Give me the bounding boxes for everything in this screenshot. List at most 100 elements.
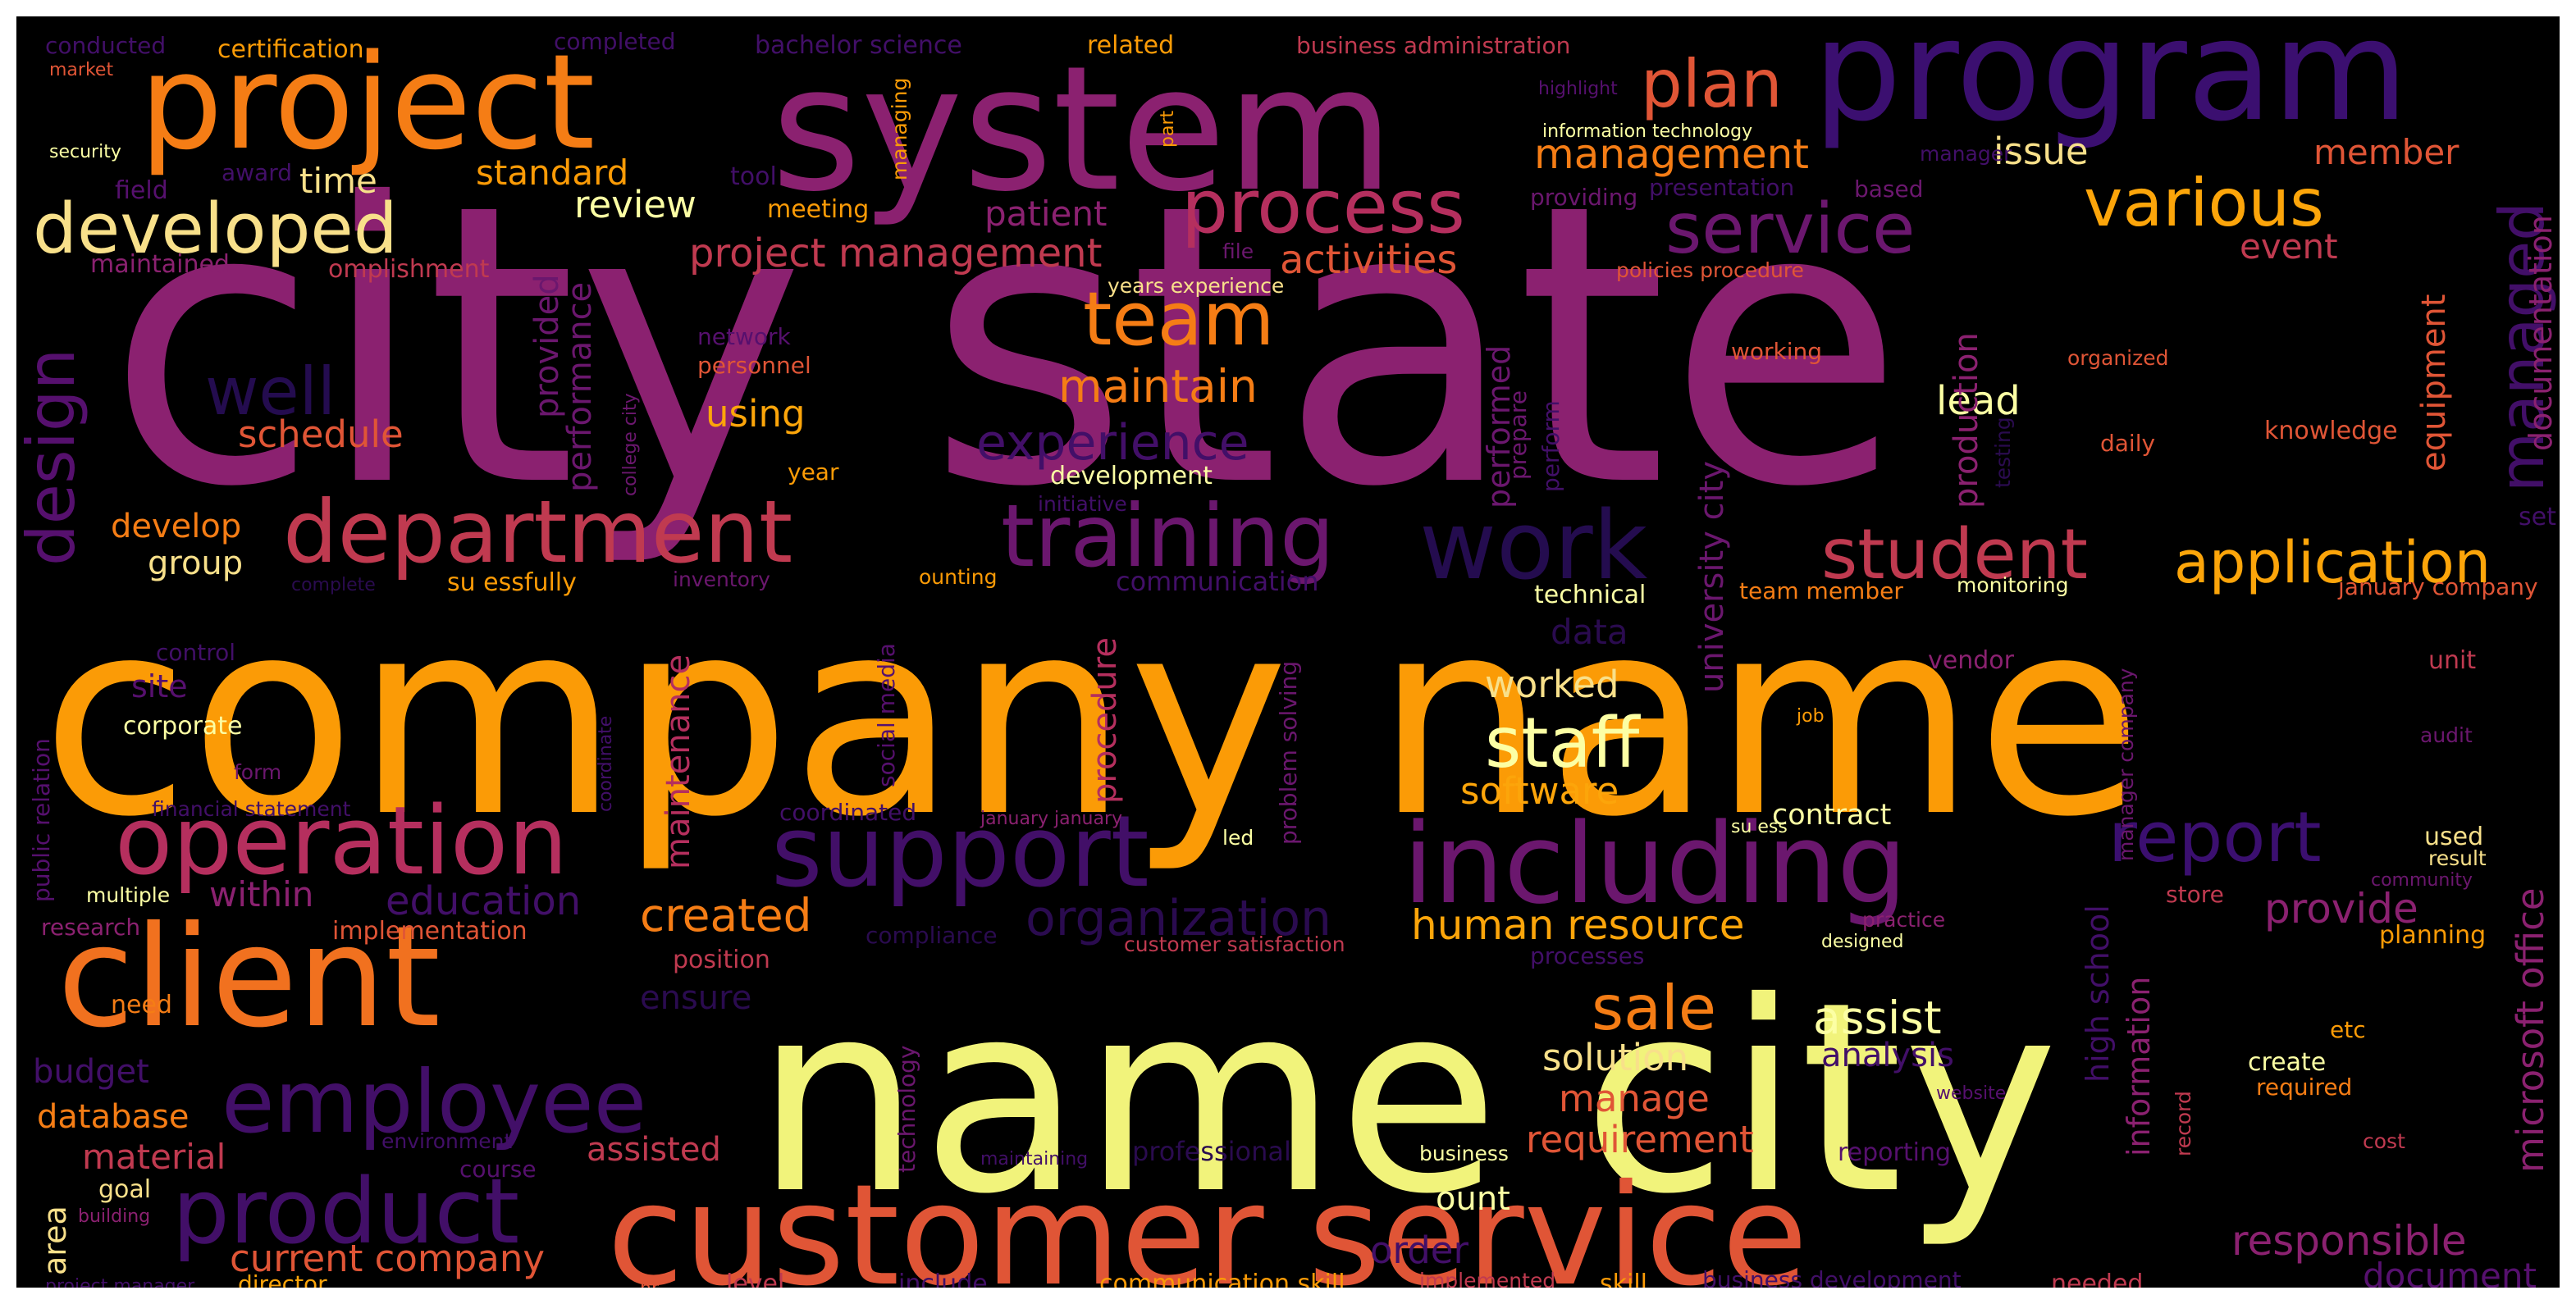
word-part: part <box>1158 111 1178 148</box>
word-software: software <box>1460 769 1619 813</box>
word-high-school: high school <box>2080 905 2116 1083</box>
word-presentation: presentation <box>1649 174 1794 201</box>
word-time: time <box>299 161 377 201</box>
word-maintenance: maintenance <box>660 654 697 869</box>
word-team-member: team member <box>1739 577 1903 604</box>
word-product: product <box>172 1159 519 1264</box>
word-job: job <box>1796 706 1825 727</box>
word-material: material <box>82 1137 226 1177</box>
word-microsoft-office: microsoft office <box>2509 887 2552 1173</box>
word-record: record <box>2172 1091 2195 1156</box>
word-social-media: social media <box>873 643 900 787</box>
word-omplishment: omplishment <box>328 255 490 284</box>
word-solution: solution <box>1542 1036 1688 1079</box>
word-contract: contract <box>1772 799 1891 832</box>
word-year: year <box>788 458 839 486</box>
word-planning: planning <box>2379 921 2486 950</box>
word-designed: designed <box>1821 932 1903 952</box>
word-policies-procedure: policies procedure <box>1616 258 1804 282</box>
word-information-technology: information technology <box>1542 121 1752 142</box>
word-vendor: vendor <box>1928 646 2015 675</box>
word-production: production <box>1948 332 1985 508</box>
word-building: building <box>78 1206 150 1227</box>
word-personnel: personnel <box>697 352 811 379</box>
word-compliance: compliance <box>866 922 998 949</box>
word-etc: etc <box>2330 1016 2366 1043</box>
word-su-ess: su ess <box>1731 817 1788 837</box>
word-position: position <box>673 946 770 974</box>
word-performed: performed <box>1481 345 1517 508</box>
word-network: network <box>697 323 791 350</box>
word-set: set <box>2519 503 2556 531</box>
word-activities: activities <box>1280 237 1457 283</box>
word-group: group <box>148 545 243 582</box>
word-manager: manager <box>1920 142 2012 166</box>
word-university-city: university city <box>1693 461 1731 693</box>
word-assisted: assisted <box>587 1131 721 1169</box>
word-system: system <box>771 29 1394 230</box>
word-communication-skill: communication skill <box>1099 1270 1345 1288</box>
word-report: report <box>2108 797 2322 878</box>
word-cloud: city state company name name city system pro… <box>16 16 2560 1288</box>
word-area: area <box>37 1206 73 1275</box>
word-financial-statement: financial statement <box>152 797 351 821</box>
word-maintain: maintain <box>1058 360 1258 413</box>
word-equipment: equipment <box>2415 294 2453 472</box>
word-schedule: schedule <box>238 413 404 456</box>
word-certification: certification <box>217 35 364 64</box>
word-business-development: business development <box>1702 1266 1962 1288</box>
word-development: development <box>1050 462 1213 490</box>
word-led: led <box>1222 826 1254 850</box>
word-data: data <box>1551 612 1628 652</box>
word-student: student <box>1821 514 2088 595</box>
word-process: process <box>1181 164 1465 250</box>
word-monitoring: monitoring <box>1957 573 2068 597</box>
word-issue: issue <box>1994 130 2089 173</box>
word-database: database <box>37 1098 189 1136</box>
word-staff: staff <box>1485 703 1642 784</box>
word-project-management: project management <box>689 230 1102 276</box>
word-testing: testing <box>1991 417 2015 488</box>
word-develop: develop <box>111 508 241 545</box>
word-project-manager: project manager <box>45 1276 195 1288</box>
word-create: create <box>2248 1048 2326 1077</box>
word-within: within <box>209 874 313 914</box>
word-field: field <box>115 176 168 205</box>
word-service: service <box>1665 189 1915 270</box>
word-tool: tool <box>730 162 777 191</box>
word-problem-solving: problem solving <box>1275 661 1302 845</box>
word-highlight: highlight <box>1538 79 1618 99</box>
word-plan: plan <box>1641 46 1783 122</box>
word-january-january: january january <box>980 809 1122 829</box>
word-perform: perform <box>1537 400 1564 492</box>
word-working: working <box>1731 338 1822 365</box>
word-research: research <box>41 914 140 941</box>
word-managed: managed <box>2486 202 2558 492</box>
word-customer-service: customer service <box>607 1155 1808 1288</box>
word-ount: ount <box>1436 1180 1510 1218</box>
word-support: support <box>771 796 1149 910</box>
word-document: document <box>2363 1256 2537 1288</box>
word-review: review <box>574 183 697 226</box>
word-coordinated: coordinated <box>779 799 916 826</box>
word-provide: provide <box>2264 885 2418 932</box>
word-analysis: analysis <box>1821 1037 1954 1074</box>
word-organization: organization <box>1025 890 1331 947</box>
word-maintaining: maintaining <box>980 1149 1088 1169</box>
word-sale: sale <box>1592 972 1716 1044</box>
word-technology: technology <box>893 1046 920 1173</box>
word-developed: developed <box>33 189 398 270</box>
word-responsible: responsible <box>2231 1217 2467 1265</box>
word-related: related <box>1087 31 1174 60</box>
word-director: director <box>238 1270 327 1288</box>
word-current-company: current company <box>230 1237 545 1280</box>
word-company-name: company name <box>41 561 2143 876</box>
word-various: various <box>2084 165 2324 241</box>
word-award: award <box>222 159 292 186</box>
word-training: training <box>1001 486 1335 586</box>
word-documentation: documentation <box>2523 215 2559 451</box>
word-design: design <box>16 349 89 566</box>
word-including: including <box>1403 800 1907 928</box>
word-inventory: inventory <box>673 568 770 591</box>
